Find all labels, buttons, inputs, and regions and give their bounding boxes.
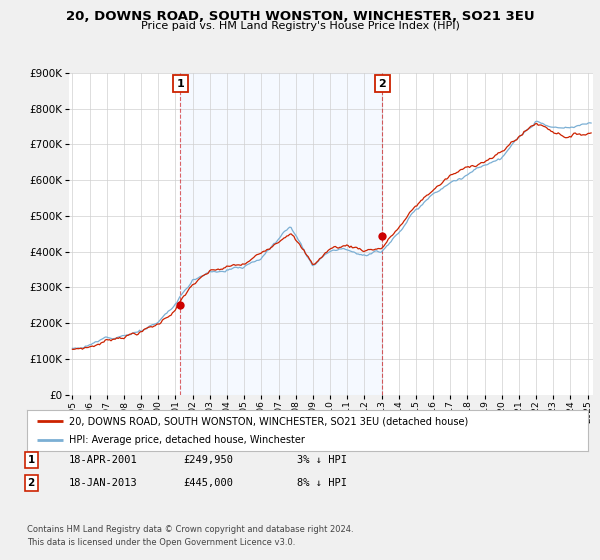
Text: HPI: Average price, detached house, Winchester: HPI: Average price, detached house, Winc… [69,435,305,445]
Text: This data is licensed under the Open Government Licence v3.0.: This data is licensed under the Open Gov… [27,538,295,547]
Text: 1: 1 [28,455,35,465]
Text: £445,000: £445,000 [183,478,233,488]
Text: 18-APR-2001: 18-APR-2001 [69,455,138,465]
Bar [181,73,382,395]
Text: 1: 1 [176,78,184,88]
Text: £249,950: £249,950 [183,455,233,465]
Text: 2: 2 [28,478,35,488]
Text: Price paid vs. HM Land Registry's House Price Index (HPI): Price paid vs. HM Land Registry's House … [140,21,460,31]
Text: Contains HM Land Registry data © Crown copyright and database right 2024.: Contains HM Land Registry data © Crown c… [27,525,353,534]
Text: 2: 2 [379,78,386,88]
Text: 3% ↓ HPI: 3% ↓ HPI [297,455,347,465]
Text: 20, DOWNS ROAD, SOUTH WONSTON, WINCHESTER, SO21 3EU (detached house): 20, DOWNS ROAD, SOUTH WONSTON, WINCHESTE… [69,417,469,426]
Text: 8% ↓ HPI: 8% ↓ HPI [297,478,347,488]
Text: 18-JAN-2013: 18-JAN-2013 [69,478,138,488]
Text: 20, DOWNS ROAD, SOUTH WONSTON, WINCHESTER, SO21 3EU: 20, DOWNS ROAD, SOUTH WONSTON, WINCHESTE… [65,10,535,22]
